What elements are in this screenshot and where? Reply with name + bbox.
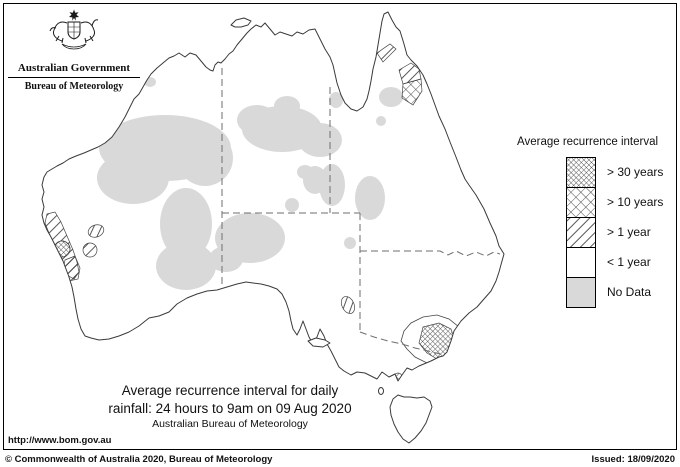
legend-swatch-gray: [566, 276, 596, 308]
legend-label: < 1 year: [607, 255, 651, 269]
legend-label: > 10 years: [607, 195, 664, 209]
copyright-text: © Commonwealth of Australia 2020, Bureau…: [5, 454, 273, 465]
legend-item: No Data: [566, 276, 676, 308]
map-title-line1: Average recurrence interval for daily: [121, 383, 339, 398]
gov-title: Australian Government: [17, 62, 131, 74]
coat-of-arms-icon: [49, 9, 99, 50]
map-title-line3: Australian Bureau of Meteorology: [152, 418, 308, 430]
legend-item: > 1 year: [566, 216, 676, 248]
legend-item: > 10 years: [566, 186, 676, 218]
map-frame-border: [3, 3, 677, 450]
issued-date: Issued: 18/09/2020: [591, 454, 675, 465]
legend-swatch-diagonal-hatch: [566, 216, 596, 248]
legend-swatch-white: [566, 246, 596, 278]
legend-label: > 1 year: [607, 225, 651, 239]
map-title: Average recurrence interval for daily ra…: [105, 383, 355, 430]
legend-title: Average recurrence interval: [517, 136, 659, 148]
legend-item: < 1 year: [566, 246, 676, 278]
bureau-title: Bureau of Meteorology: [24, 81, 124, 92]
government-logo: Australian Government Bureau of Meteorol…: [6, 8, 142, 92]
logo-divider: [8, 77, 140, 78]
bom-url: http://www.bom.gov.au: [8, 435, 112, 446]
legend-label: No Data: [607, 285, 652, 299]
map-title-line2: rainfall: 24 hours to 9am on 09 Aug 2020: [108, 401, 352, 416]
legend-swatch-crosshatch: [566, 186, 596, 218]
legend-item: > 30 years: [566, 156, 676, 188]
legend-label: > 30 years: [607, 165, 664, 179]
legend: Average recurrence interval > 30 years >…: [508, 136, 676, 308]
legend-swatch-dense-crosshatch: [566, 156, 596, 188]
